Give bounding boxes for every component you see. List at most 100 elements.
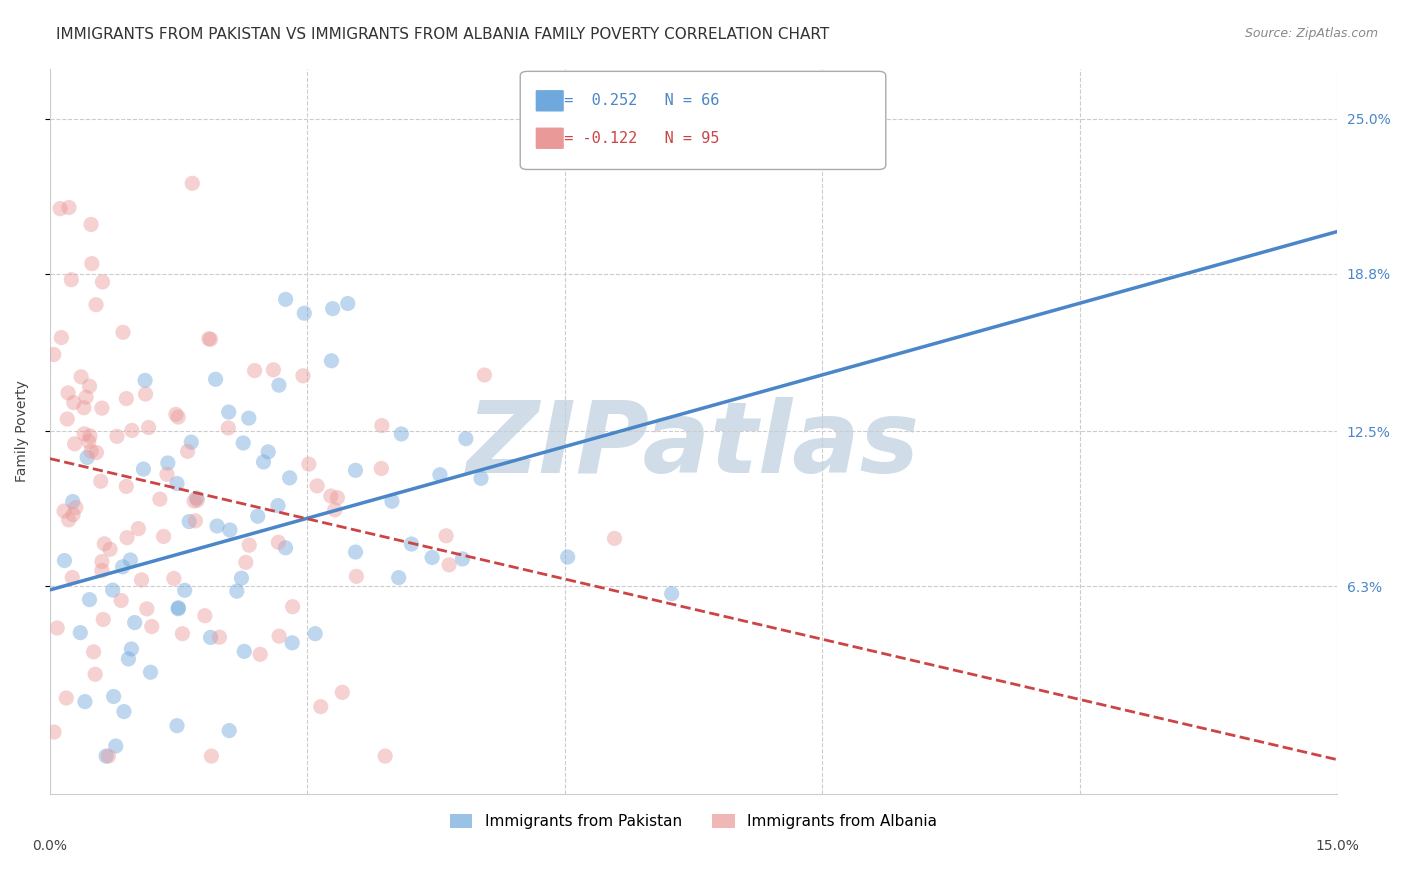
Immigrants from Albania bbox=[42, 725, 65, 739]
Immigrants from Pakistan bbox=[420, 550, 443, 565]
Immigrants from Pakistan bbox=[274, 541, 297, 555]
Immigrants from Pakistan bbox=[344, 545, 367, 559]
Immigrants from Pakistan bbox=[200, 631, 222, 645]
Immigrants from Albania bbox=[330, 685, 353, 699]
Immigrants from Pakistan bbox=[180, 435, 202, 450]
Immigrants from Albania bbox=[165, 408, 187, 422]
Immigrants from Albania bbox=[326, 491, 349, 505]
Immigrants from Pakistan bbox=[204, 372, 226, 386]
Immigrants from Pakistan bbox=[238, 411, 260, 425]
Immigrants from Albania bbox=[344, 569, 367, 583]
Immigrants from Albania bbox=[208, 630, 231, 644]
Immigrants from Albania bbox=[62, 508, 84, 522]
Immigrants from Albania bbox=[93, 537, 115, 551]
Immigrants from Albania bbox=[75, 390, 97, 404]
Immigrants from Albania bbox=[198, 332, 221, 346]
Immigrants from Albania bbox=[167, 410, 190, 425]
Immigrants from Pakistan bbox=[218, 723, 240, 738]
Immigrants from Albania bbox=[56, 412, 79, 426]
Immigrants from Albania bbox=[141, 619, 163, 633]
Immigrants from Albania bbox=[80, 444, 103, 458]
Immigrants from Pakistan bbox=[344, 463, 367, 477]
Immigrants from Pakistan bbox=[120, 553, 142, 567]
Immigrants from Albania bbox=[323, 503, 346, 517]
Immigrants from Pakistan bbox=[321, 353, 343, 368]
Immigrants from Pakistan bbox=[53, 553, 76, 567]
Immigrants from Albania bbox=[243, 363, 266, 377]
Immigrants from Pakistan bbox=[381, 494, 404, 508]
Immigrants from Albania bbox=[105, 429, 128, 443]
Text: R = -0.122   N = 95: R = -0.122 N = 95 bbox=[546, 131, 718, 145]
Immigrants from Pakistan bbox=[336, 296, 359, 310]
Immigrants from Albania bbox=[84, 298, 107, 312]
Immigrants from Albania bbox=[184, 514, 207, 528]
Immigrants from Albania bbox=[267, 535, 290, 549]
Immigrants from Pakistan bbox=[117, 652, 139, 666]
Text: ZIPatlas: ZIPatlas bbox=[467, 397, 920, 494]
Immigrants from Pakistan bbox=[661, 587, 683, 601]
Immigrants from Albania bbox=[156, 467, 179, 482]
Immigrants from Albania bbox=[163, 571, 186, 585]
Immigrants from Pakistan bbox=[470, 471, 492, 485]
Immigrants from Pakistan bbox=[401, 537, 423, 551]
Immigrants from Albania bbox=[55, 691, 77, 706]
Immigrants from Pakistan bbox=[94, 749, 117, 764]
Immigrants from Albania bbox=[183, 494, 205, 508]
Immigrants from Albania bbox=[60, 273, 83, 287]
Immigrants from Albania bbox=[90, 563, 112, 577]
Immigrants from Albania bbox=[42, 347, 65, 361]
Text: R =  0.252   N = 66: R = 0.252 N = 66 bbox=[546, 94, 718, 108]
Immigrants from Pakistan bbox=[454, 432, 477, 446]
Immigrants from Albania bbox=[249, 648, 271, 662]
Immigrants from Albania bbox=[60, 570, 83, 584]
Immigrants from Pakistan bbox=[167, 601, 190, 615]
Immigrants from Pakistan bbox=[167, 600, 190, 615]
Immigrants from Pakistan bbox=[389, 427, 412, 442]
Immigrants from Albania bbox=[49, 202, 72, 216]
Immigrants from Albania bbox=[200, 332, 222, 346]
Immigrants from Albania bbox=[73, 426, 96, 441]
Text: 0.0%: 0.0% bbox=[32, 838, 67, 853]
Immigrants from Pakistan bbox=[62, 494, 84, 508]
Immigrants from Albania bbox=[181, 177, 204, 191]
Immigrants from Albania bbox=[65, 500, 87, 515]
Immigrants from Albania bbox=[73, 401, 96, 415]
Immigrants from Albania bbox=[309, 699, 332, 714]
Immigrants from Albania bbox=[70, 369, 93, 384]
Immigrants from Pakistan bbox=[101, 583, 124, 598]
Immigrants from Albania bbox=[149, 492, 172, 507]
Immigrants from Albania bbox=[135, 602, 157, 616]
Immigrants from Pakistan bbox=[69, 625, 91, 640]
Immigrants from Albania bbox=[434, 529, 457, 543]
Immigrants from Pakistan bbox=[218, 523, 240, 537]
Immigrants from Pakistan bbox=[274, 293, 297, 307]
Immigrants from Pakistan bbox=[451, 552, 474, 566]
Immigrants from Albania bbox=[51, 330, 73, 344]
Immigrants from Albania bbox=[58, 513, 80, 527]
Immigrants from Albania bbox=[374, 749, 396, 764]
Immigrants from Albania bbox=[262, 363, 284, 377]
Immigrants from Albania bbox=[53, 504, 76, 518]
Immigrants from Pakistan bbox=[429, 467, 451, 482]
Immigrants from Albania bbox=[176, 444, 198, 458]
Immigrants from Pakistan bbox=[103, 690, 125, 704]
Immigrants from Pakistan bbox=[246, 509, 269, 524]
Immigrants from Albania bbox=[370, 461, 392, 475]
Immigrants from Pakistan bbox=[173, 583, 195, 598]
Immigrants from Pakistan bbox=[388, 571, 411, 585]
Immigrants from Albania bbox=[46, 621, 69, 635]
Immigrants from Pakistan bbox=[132, 462, 155, 476]
Immigrants from Pakistan bbox=[76, 450, 98, 465]
Immigrants from Albania bbox=[127, 522, 149, 536]
Immigrants from Albania bbox=[172, 626, 194, 640]
Immigrants from Pakistan bbox=[281, 636, 304, 650]
Immigrants from Pakistan bbox=[557, 550, 579, 565]
Immigrants from Albania bbox=[56, 385, 79, 400]
Immigrants from Albania bbox=[269, 629, 291, 643]
Immigrants from Albania bbox=[135, 387, 157, 401]
Immigrants from Albania bbox=[238, 538, 260, 552]
Immigrants from Pakistan bbox=[218, 405, 240, 419]
Immigrants from Albania bbox=[79, 429, 101, 443]
Immigrants from Albania bbox=[235, 555, 257, 569]
Immigrants from Albania bbox=[371, 418, 394, 433]
